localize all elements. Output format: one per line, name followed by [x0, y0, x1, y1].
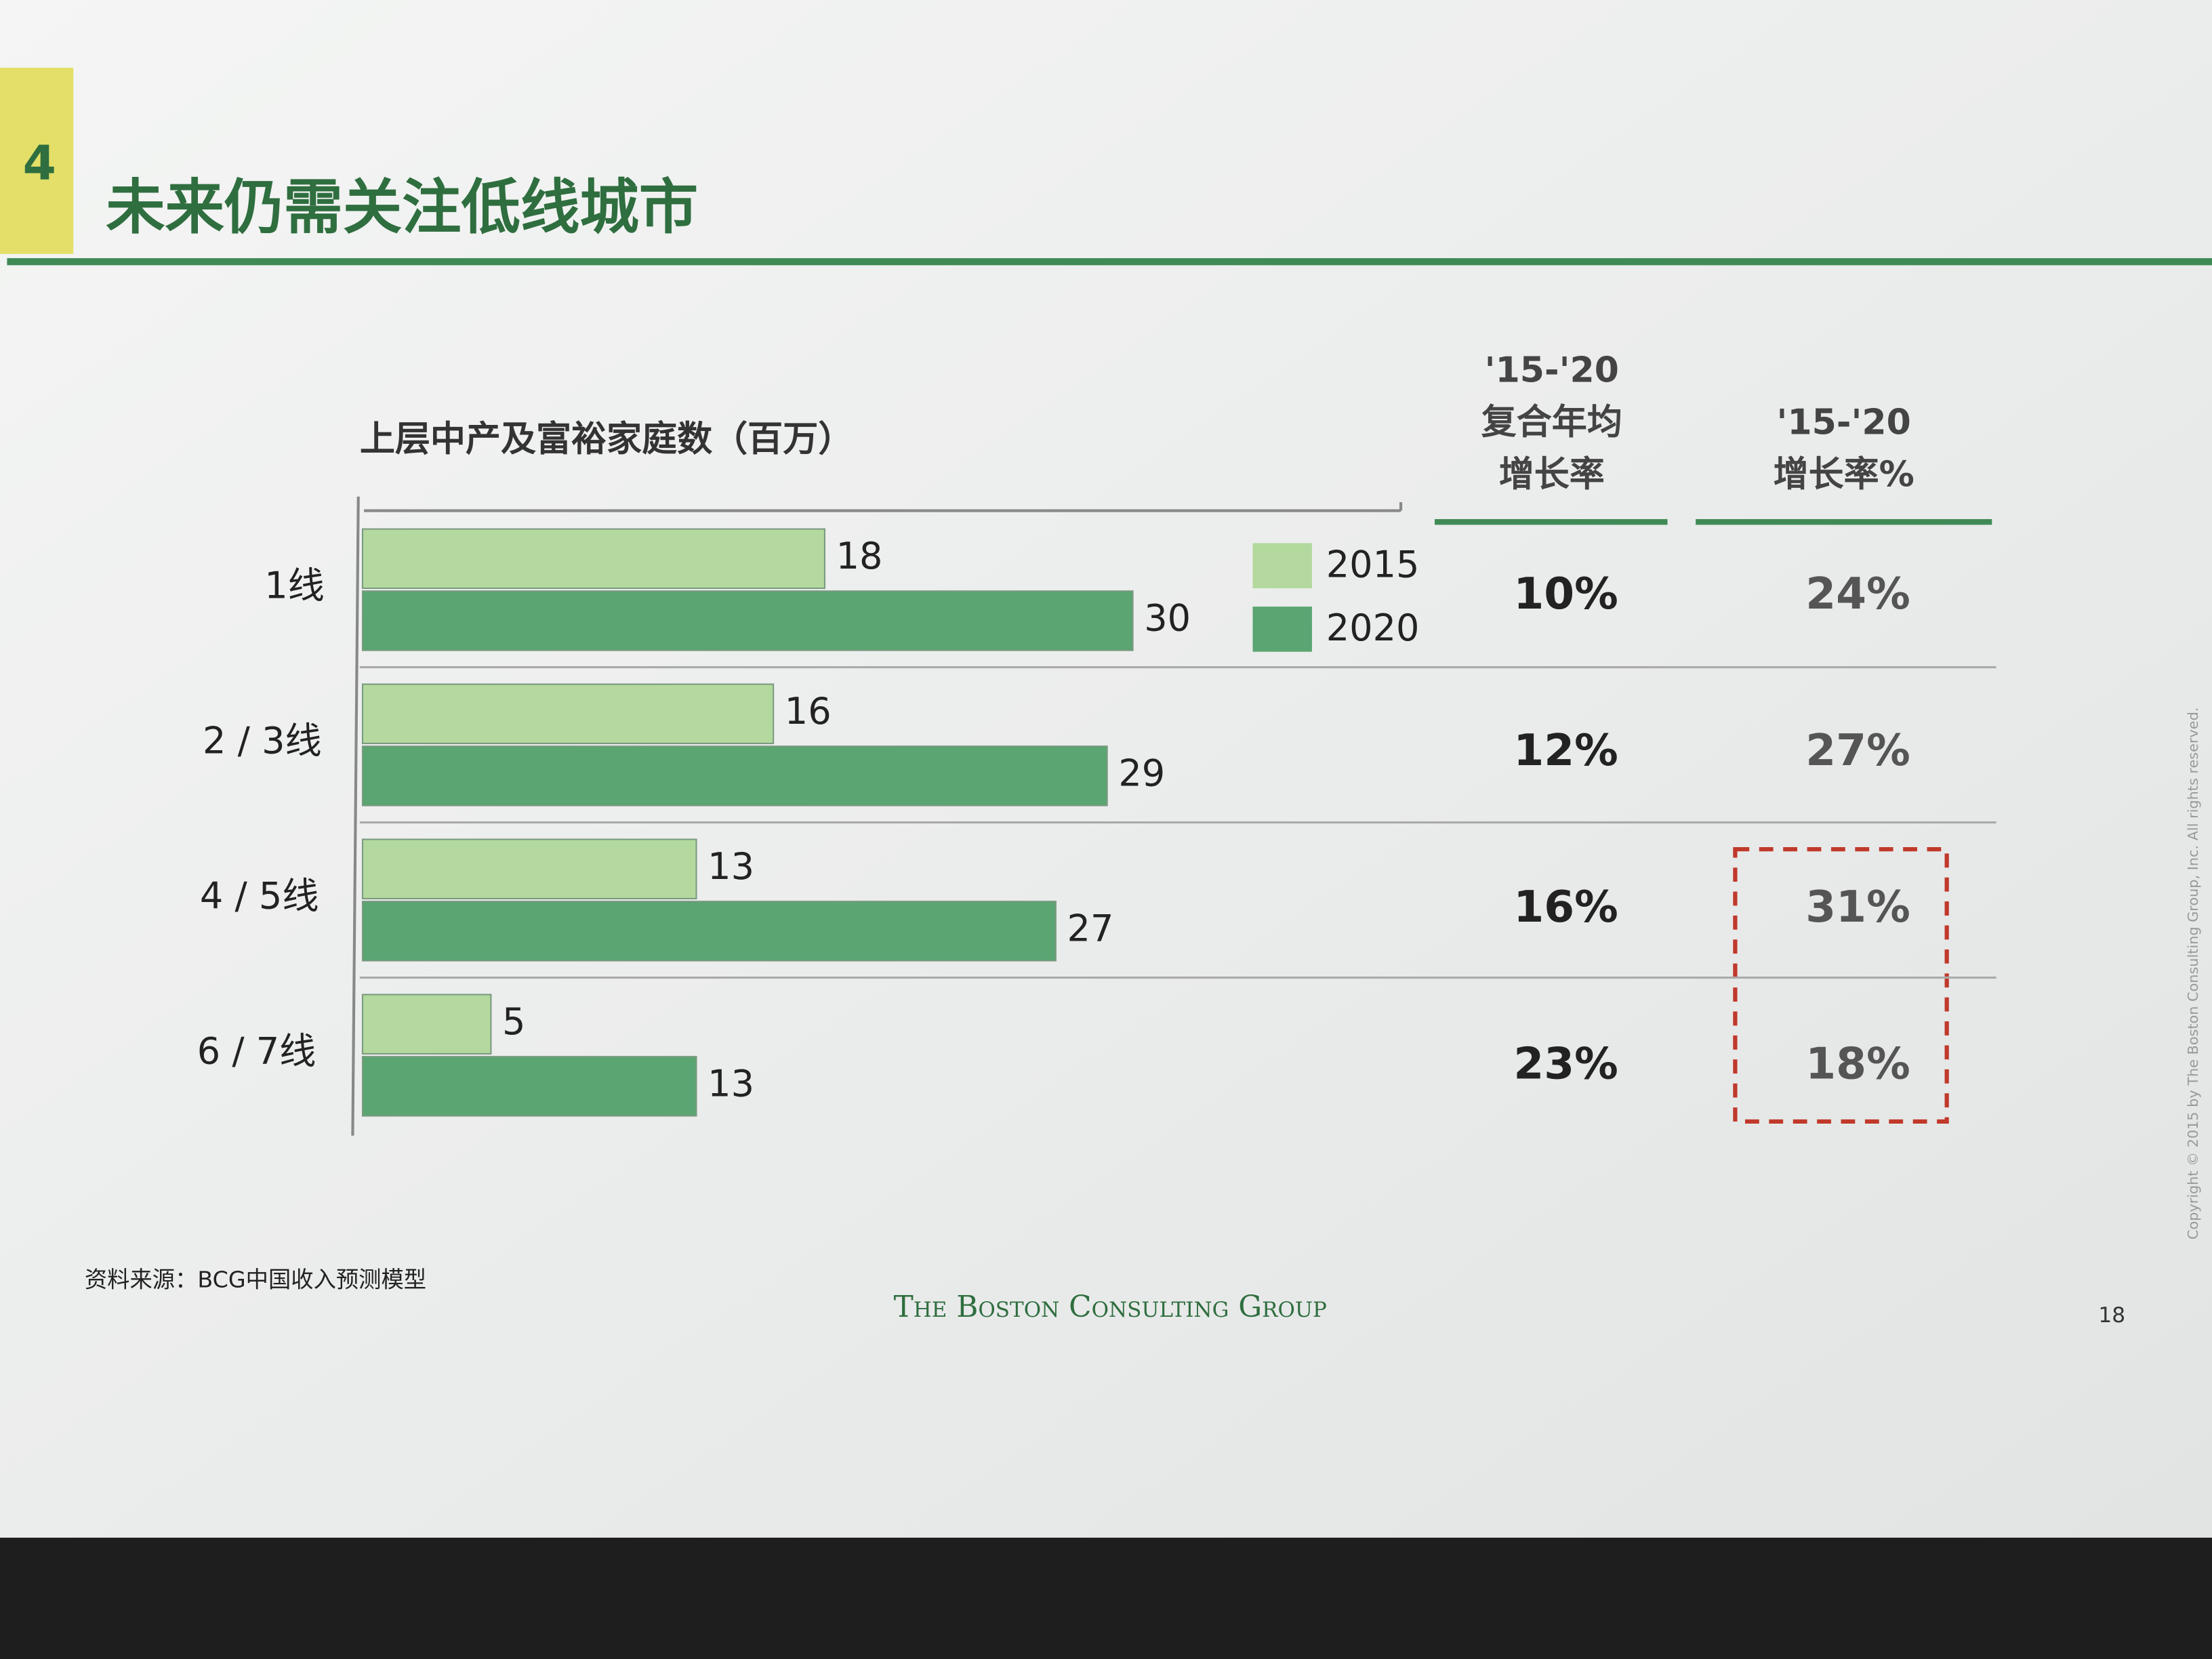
table-value: 10%: [1513, 569, 1618, 619]
value-label: 29: [1118, 752, 1165, 795]
bar: [361, 590, 1134, 651]
section-number: 4: [23, 135, 56, 191]
source-note: 资料来源：BCG中国收入预测模型: [85, 1267, 426, 1293]
title-rule: [7, 258, 2212, 266]
footer-brand: The Boston Consulting Group: [894, 1290, 1327, 1324]
table-value: 12%: [1513, 725, 1618, 776]
axis-left: [351, 496, 360, 1136]
value-label: 13: [708, 1062, 754, 1105]
bar: [361, 528, 825, 590]
chart-title: 上层中产及富裕家庭数（百万）: [360, 419, 853, 460]
slide-title: 未来仍需关注低线城市: [106, 173, 698, 242]
table-value: 18%: [1805, 1038, 1910, 1089]
value-label: 13: [708, 845, 754, 888]
category-label: 4 / 5线: [200, 875, 319, 918]
chart: 1线 18 30 2 / 3线 16 29 4 / 5线 13 27 6 / 7线 5 13 2015 2…: [197, 350, 1996, 1117]
legend-swatch: [1252, 543, 1312, 589]
value-label: 18: [836, 535, 883, 577]
bar: [361, 838, 697, 900]
table-header: 增长率%: [1774, 455, 1914, 495]
value-label: 16: [785, 690, 832, 733]
legend-swatch: [1252, 607, 1312, 652]
table-value: 23%: [1513, 1038, 1618, 1089]
bar: [361, 901, 1057, 962]
bar: [361, 994, 492, 1055]
table-header: '15-'20: [1777, 403, 1911, 443]
table-value: 16%: [1513, 882, 1618, 933]
legend-label: 2015: [1326, 543, 1420, 586]
table-header: 增长率: [1499, 455, 1605, 495]
copyright: Copyright © 2015 by The Boston Consultin…: [2185, 708, 2201, 1240]
table-value: 27%: [1805, 725, 1910, 776]
value-label: 5: [502, 1000, 525, 1043]
table-header: 复合年均: [1481, 403, 1622, 443]
table-value: 24%: [1805, 569, 1910, 619]
category-label: 2 / 3线: [203, 720, 322, 762]
legend-label: 2020: [1326, 607, 1420, 649]
bar: [361, 745, 1108, 806]
value-label: 27: [1067, 907, 1114, 950]
page-number: 18: [2098, 1303, 2125, 1328]
highlight-box: [1733, 847, 1949, 1124]
bar: [361, 1056, 697, 1117]
table-value: 31%: [1805, 882, 1910, 933]
desk: [0, 1537, 2212, 1659]
bar: [361, 683, 775, 745]
category-label: 1线: [264, 565, 325, 607]
value-label: 30: [1144, 597, 1191, 640]
section-box: [0, 67, 74, 254]
table-header: '15-'20: [1485, 350, 1619, 391]
category-label: 6 / 7线: [197, 1030, 316, 1073]
